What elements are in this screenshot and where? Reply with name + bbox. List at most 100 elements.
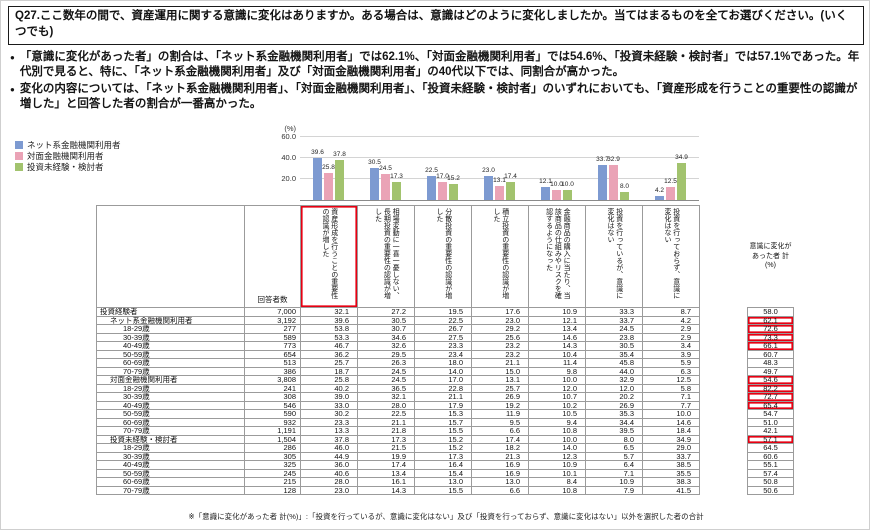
respondent-count: 305 [244,451,301,461]
option-header: 投資を行っておらず、意識に変化はない [642,205,700,308]
value-cell: 39.6 [300,315,358,325]
value-cell: 10.9 [585,477,643,487]
question-title: Q27.ここ数年の間で、資産運用に関する意識に変化はありますか。ある場合は、意識… [8,6,864,45]
spacer-cell [700,316,748,325]
row-label: 30-39歳 [96,392,245,402]
value-cell: 13.4 [528,324,586,334]
total-cell: 54.6 [747,375,794,385]
table-row: ネット系金融機関利用者 3,192 39.6 30.5 22.5 23.0 12.1 33.7… [96,315,794,325]
value-cell: 14.0 [414,366,472,376]
table-row: 18-29歳 286 46.0 21.5 15.2 18.2 14.0 6.5 29.0 64.5 [96,443,794,453]
option-header-text: 金融商品の購入に当たり、当該商品の仕組みやリスクを確認するようになった [545,208,571,299]
row-label: 50-59歳 [96,409,245,419]
legend-item: 投資未経験・検討者 [15,161,121,172]
value-cell: 13.0 [471,477,529,487]
option-header: 積立投資の重要性の認識が増した [471,205,529,308]
value-cell: 18.0 [414,358,472,368]
value-cell: 12.0 [585,383,643,393]
value-cell: 29.5 [357,349,415,359]
table-row: 70-79歳 128 23.0 14.3 15.5 6.6 10.8 7.9 41.5 50.6 [96,485,794,495]
spacer-cell [700,367,748,376]
bar-value-label: 12.5 [664,177,677,185]
respondent-count: 386 [244,366,301,376]
value-cell: 21.8 [357,426,415,436]
value-cell: 35.3 [585,409,643,419]
gridline [300,136,699,137]
spacer-cell [700,410,748,419]
value-cell: 8.4 [528,477,586,487]
value-cell: 17.4 [357,460,415,470]
value-cell: 13.1 [471,375,529,385]
value-cell: 12.1 [528,315,586,325]
value-cell: 17.3 [357,434,415,444]
value-cell: 24.5 [585,324,643,334]
total-cell: 65.4 [747,400,794,410]
respondent-count: 286 [244,443,301,453]
spacer-cell [700,376,748,385]
table-row: 50-59歳 654 36.2 29.5 23.4 23.2 10.4 35.4 3.9 60.7 [96,349,794,359]
value-cell: 16.4 [414,460,472,470]
table-header-row: 回答者数 資産形成を行うことの重要性の認識が増した 相場変動に一喜一憂しない、長期投… [96,205,794,308]
value-cell: 23.3 [300,417,358,427]
legend-swatch-icon [15,151,23,160]
spacer-cell [700,444,748,453]
total-cell: 57.4 [747,468,794,478]
table-row: 60-69歳 932 23.3 21.1 15.7 9.5 9.4 34.4 14.6 51.0 [96,417,794,427]
value-cell: 46.7 [300,341,358,351]
table-row: 40-49歳 546 33.0 28.0 17.9 19.2 10.2 26.9 7.7 65.4 [96,400,794,410]
total-cell: 51.0 [747,417,794,427]
spacer-cell [700,461,748,470]
value-cell: 15.5 [414,426,472,436]
value-cell: 21.1 [471,358,529,368]
value-cell: 6.3 [642,366,700,376]
bar [438,182,447,200]
value-cell: 11.9 [471,409,529,419]
value-cell: 7.1 [585,468,643,478]
value-cell: 15.2 [414,434,472,444]
spacer-cell [700,206,748,308]
value-cell: 10.9 [528,307,586,317]
value-cell: 40.6 [300,468,358,478]
bar-value-label: 17.4 [504,172,517,180]
value-cell: 21.1 [414,392,472,402]
value-cell: 18.4 [642,426,700,436]
option-header: 金融商品の購入に当たり、当該商品の仕組みやリスクを確認するようになった [528,205,586,308]
legend-label: ネット系金融機関利用者 [27,139,121,150]
value-cell: 30.5 [585,341,643,351]
value-cell: 15.2 [414,443,472,453]
total-cell: 49.7 [747,366,794,376]
row-label: 40-49歳 [96,400,245,410]
value-cell: 38.3 [642,477,700,487]
spacer-cell [700,478,748,487]
spacer-cell [700,393,748,402]
value-cell: 33.7 [642,451,700,461]
row-label: 50-59歳 [96,349,245,359]
value-cell: 6.6 [471,485,529,495]
total-cell: 42.1 [747,426,794,436]
value-cell: 15.7 [414,417,472,427]
total-cell: 54.7 [747,409,794,419]
value-cell: 13.0 [414,477,472,487]
bar [620,191,629,200]
respondent-count: 654 [244,349,301,359]
bar [506,181,515,200]
value-cell: 11.4 [528,358,586,368]
y-axis-tick-label: 60.0 [281,132,296,141]
value-cell: 10.4 [528,349,586,359]
total-cell: 73.3 [747,332,794,342]
value-cell: 36.2 [300,349,358,359]
respondent-count: 1,504 [244,434,301,444]
bar [541,187,550,200]
option-header-text: 積立投資の重要性の認識が増した [493,208,509,299]
legend-label: 投資未経験・検討者 [27,161,104,172]
value-cell: 23.8 [585,332,643,342]
option-header-text: 投資を行っておらず、意識に変化はない [664,208,680,299]
bar [381,174,390,200]
value-cell: 18.2 [471,443,529,453]
bar-value-label: 24.5 [379,165,392,173]
value-cell: 26.7 [414,324,472,334]
respondent-count: 128 [244,485,301,495]
value-cell: 30.7 [357,324,415,334]
table-row: 70-79歳 386 18.7 24.5 14.0 15.0 9.8 44.0 6.3 49.7 [96,366,794,376]
value-cell: 25.6 [471,332,529,342]
